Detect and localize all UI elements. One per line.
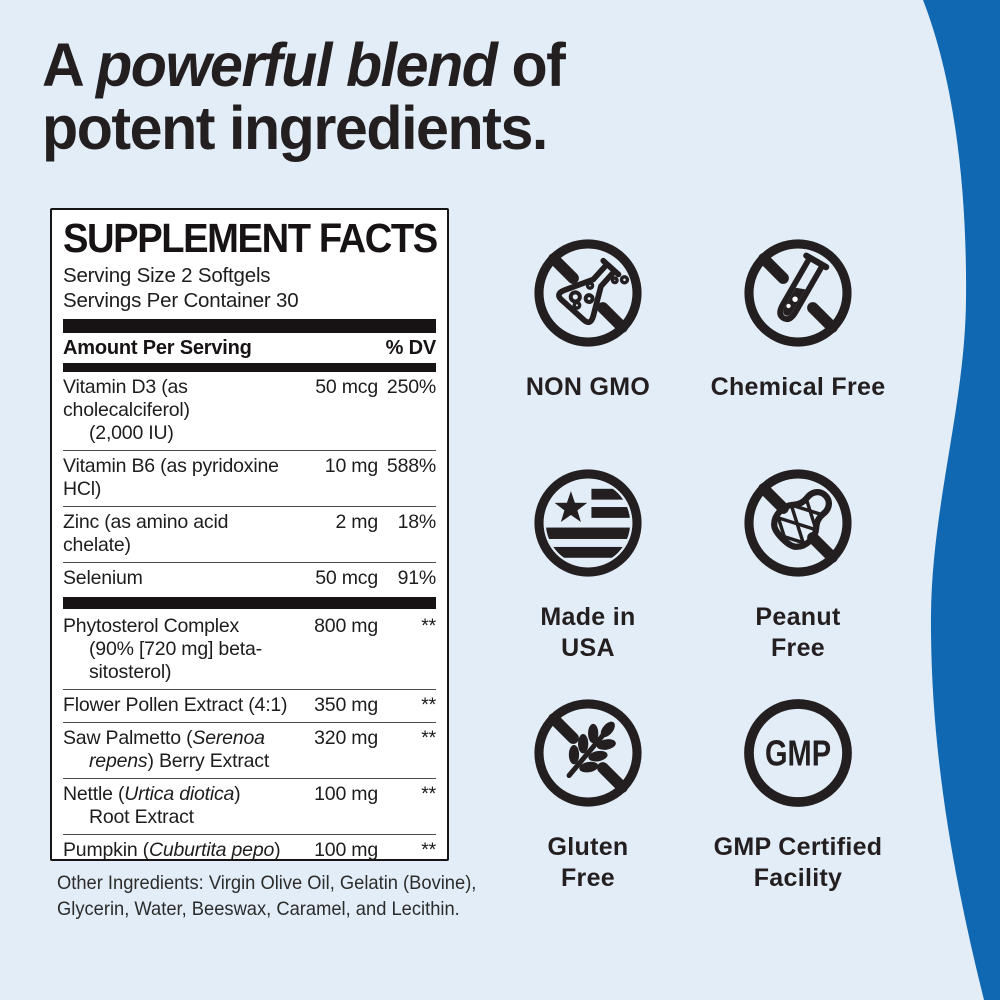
table-row: Pumpkin (Cuburtita pepo)Seed Oil 100 mg ** [63,833,436,861]
amount-value: 350 mg [314,694,378,717]
table-row: Zinc (as amino acid chelate) 2 mg 18% [63,505,437,562]
table-row: Vitamin B6 (as pyridoxine HCl) 10 mg 588% [63,449,436,506]
badge-gmp-certified: GMP GMP Certified Facility [688,696,908,926]
badge-label: Peanut Free [755,603,841,662]
badge-peanut-free: Peanut Free [688,466,908,696]
ingredient-name: Phytosterol Complex (90% [720 mg] beta-si… [63,615,262,684]
dv-value: 91% [397,567,437,590]
other-ingredients: Other Ingredients: Virgin Olive Oil, Gel… [57,872,477,921]
dv-value: ** [421,839,436,861]
dv-value: ** [421,694,436,717]
gmp-icon-text: GMP [765,733,831,774]
dv-value: 250% [386,376,436,399]
ingredient-name: Vitamin B6 (as pyridoxine HCl) [63,455,279,501]
amount-value: 2 mg [335,511,378,534]
amount-value: 10 mg [324,455,378,478]
amount-value: 320 mg [314,727,378,750]
facts-rows-botanicals: Phytosterol Complex (90% [720 mg] beta-si… [63,611,436,861]
amount-value: 100 mg [314,839,378,861]
badge-label: NON GMO [525,373,651,401]
amount-value: 100 mg [314,783,378,806]
supplement-facts-panel: SUPPLEMENT FACTS Serving Size 2 Softgels… [50,208,449,861]
facts-heading: SUPPLEMENT FACTS [63,215,438,261]
ingredient-name: Pumpkin (Cuburtita pepo)Seed Oil [63,839,281,861]
title-line-2: potent ingredients. [42,94,548,163]
dv-value: ** [421,783,436,806]
page-title: A powerful blend of potent ingredients. [42,31,566,163]
ingredient-name: Selenium [63,567,143,590]
ingredient-name: Flower Pollen Extract (4:1) [63,694,288,717]
divider-bar [63,362,436,372]
title-line-1: A powerful blend of [42,31,566,99]
title-emphasis: powerful blend [96,31,498,99]
table-row: Saw Palmetto (Serenoa repens) Berry Extra… [63,721,436,778]
table-row: Selenium 50 mcg 91% [63,561,437,595]
ingredient-name: Saw Palmetto (Serenoa repens) Berry Extra… [63,727,270,773]
facts-column-header: Amount Per Serving % DV [63,333,436,363]
divider-bar [63,318,436,333]
no-gluten-wheat-icon [534,699,642,807]
dv-value: ** [421,615,436,638]
dv-value: ** [421,727,436,750]
badge-made-in-usa: Made in USA [488,466,688,696]
amount-value: 800 mg [314,615,378,638]
dv-value: 18% [397,511,437,534]
table-row: Phytosterol Complex (90% [720 mg] beta-si… [63,611,436,689]
table-row: Nettle (Urtica diotica) Root Extract 100 m… [63,777,436,834]
col-percent-dv: % DV [385,336,437,359]
badge-gluten-free: Gluten Free [488,696,688,926]
table-row: Flower Pollen Extract (4:1) 350 mg ** [63,688,436,722]
no-gmo-flask-icon [534,239,642,347]
ingredient-name: Zinc (as amino acid chelate) [63,511,229,557]
usa-flag-icon [534,469,642,577]
table-row: Vitamin D3 (as cholecalciferol) (2,000 IU… [63,372,436,450]
badge-label: Made in USA [540,603,636,662]
no-peanut-icon [744,469,852,577]
facts-rows-vitamins: Vitamin D3 (as cholecalciferol) (2,000 IU… [63,372,436,595]
ingredient-name: Vitamin D3 (as cholecalciferol) (2,000 IU… [63,376,190,445]
servings-per-container: Servings Per Container 30 [63,289,299,313]
divider-bar [63,596,436,609]
badge-chemical-free: Chemical Free [688,236,908,466]
badge-label: GMP Certified Facility [713,833,883,892]
gmp-icon: GMP [744,699,852,807]
col-amount-per-serving: Amount Per Serving [63,336,252,359]
badge-grid: NON GMO Chemical Free [488,236,908,926]
dv-value: 588% [386,455,436,478]
ingredient-name: Nettle (Urtica diotica) Root Extract [63,783,241,829]
badge-non-gmo: NON GMO [488,236,688,466]
amount-value: 50 mcg [315,376,378,399]
no-chemical-test-tube-icon [744,239,852,347]
amount-value: 50 mcg [315,567,378,590]
serving-size: Serving Size 2 Softgels [63,264,271,287]
badge-label: Gluten Free [547,833,629,892]
badge-label: Chemical Free [710,373,886,401]
